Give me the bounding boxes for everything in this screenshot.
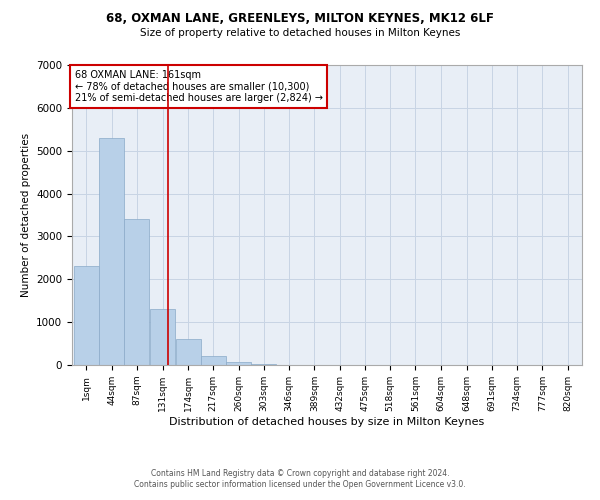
Bar	[201, 356, 226, 365]
Bar	[99, 138, 124, 365]
Text: 68 OXMAN LANE: 161sqm
← 78% of detached houses are smaller (10,300)
21% of semi-: 68 OXMAN LANE: 161sqm ← 78% of detached …	[74, 70, 323, 102]
Bar	[251, 364, 277, 365]
Text: Contains HM Land Registry data © Crown copyright and database right 2024.: Contains HM Land Registry data © Crown c…	[151, 468, 449, 477]
Bar	[74, 266, 99, 365]
Text: 68, OXMAN LANE, GREENLEYS, MILTON KEYNES, MK12 6LF: 68, OXMAN LANE, GREENLEYS, MILTON KEYNES…	[106, 12, 494, 26]
Text: Contains public sector information licensed under the Open Government Licence v3: Contains public sector information licen…	[134, 480, 466, 489]
Bar	[124, 220, 149, 365]
Bar	[226, 362, 251, 365]
Y-axis label: Number of detached properties: Number of detached properties	[20, 133, 31, 297]
Bar	[150, 310, 175, 365]
X-axis label: Distribution of detached houses by size in Milton Keynes: Distribution of detached houses by size …	[169, 416, 485, 426]
Bar	[176, 340, 200, 365]
Text: Size of property relative to detached houses in Milton Keynes: Size of property relative to detached ho…	[140, 28, 460, 38]
